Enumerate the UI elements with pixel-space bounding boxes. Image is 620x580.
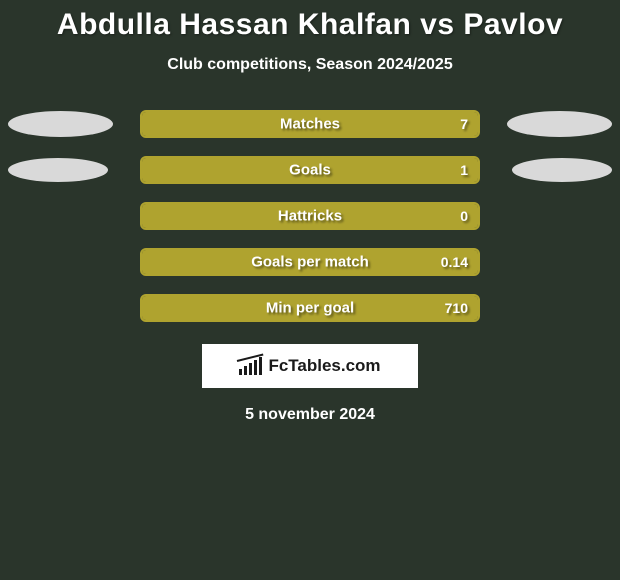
stat-label: Goals per match <box>142 254 478 271</box>
stat-value: 1 <box>460 162 468 178</box>
page-title: Abdulla Hassan Khalfan vs Pavlov <box>57 8 563 42</box>
subtitle: Club competitions, Season 2024/2025 <box>167 56 452 74</box>
stat-bar: Goals per match 0.14 <box>140 248 480 276</box>
stat-bar: Matches 7 <box>140 110 480 138</box>
stat-value: 0.14 <box>441 254 468 270</box>
ellipse-icon <box>512 158 612 182</box>
stat-value: 710 <box>445 300 468 316</box>
stat-row-matches: Matches 7 <box>0 110 620 138</box>
stats-area: Matches 7 Goals 1 Hattricks 0 <box>0 110 620 322</box>
stat-bar: Min per goal 710 <box>140 294 480 322</box>
ellipse-icon <box>507 111 612 137</box>
ellipse-icon <box>8 158 108 182</box>
stat-bar: Goals 1 <box>140 156 480 184</box>
stat-label: Hattricks <box>142 208 478 225</box>
stat-label: Matches <box>142 116 478 133</box>
stat-row-hattricks: Hattricks 0 <box>0 202 620 230</box>
date-text: 5 november 2024 <box>245 406 375 424</box>
stat-bar: Hattricks 0 <box>140 202 480 230</box>
stat-label: Goals <box>142 162 478 179</box>
stat-row-min-per-goal: Min per goal 710 <box>0 294 620 322</box>
infographic-container: Abdulla Hassan Khalfan vs Pavlov Club co… <box>0 0 620 424</box>
brand-badge: FcTables.com <box>202 344 418 388</box>
chart-bars-icon <box>239 357 262 375</box>
ellipse-icon <box>8 111 113 137</box>
stat-row-goals-per-match: Goals per match 0.14 <box>0 248 620 276</box>
stat-value: 7 <box>460 116 468 132</box>
stat-label: Min per goal <box>142 300 478 317</box>
brand-text: FcTables.com <box>268 356 380 376</box>
stat-value: 0 <box>460 208 468 224</box>
stat-row-goals: Goals 1 <box>0 156 620 184</box>
